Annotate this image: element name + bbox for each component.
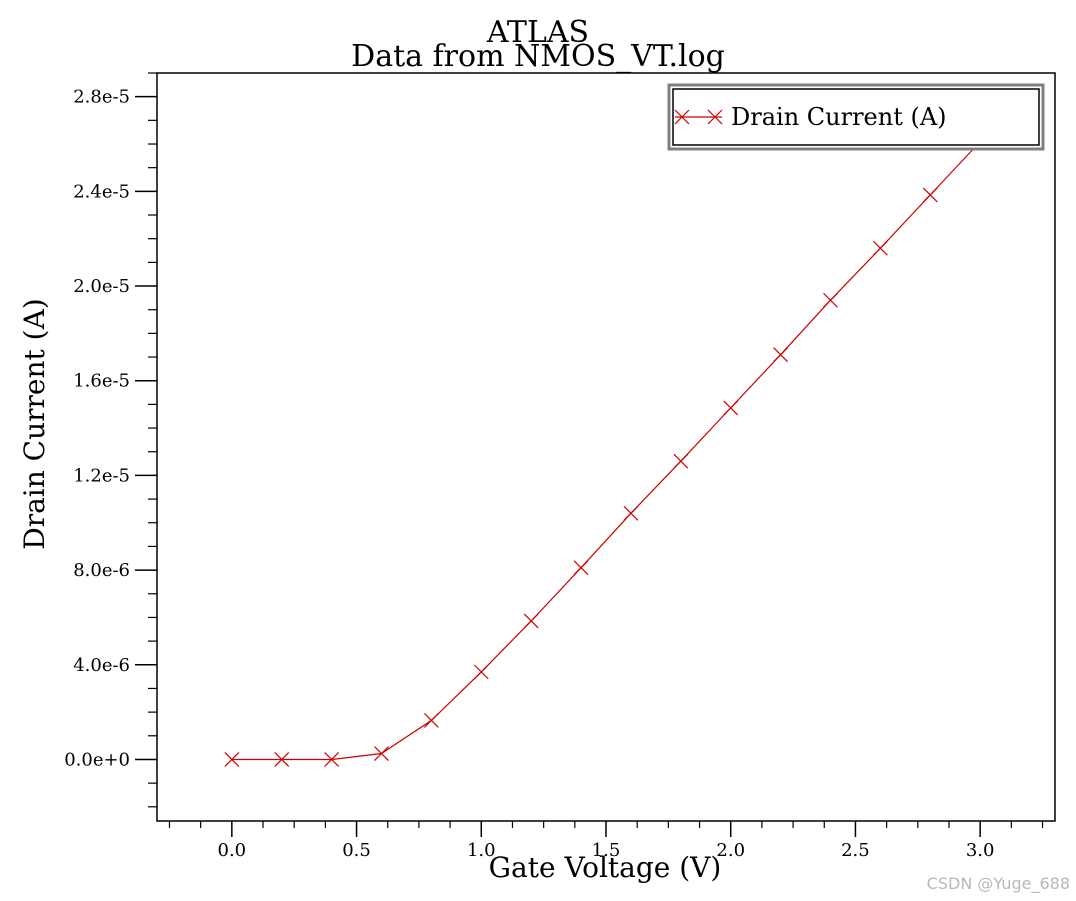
y-tick-label: 8.0e-6 — [73, 560, 130, 581]
data-point-marker — [623, 505, 639, 521]
y-tick-label: 1.6e-5 — [73, 371, 130, 392]
y-tick-label: 2.8e-5 — [73, 87, 130, 108]
y-tick-label: 4.0e-6 — [73, 655, 130, 676]
data-point-marker — [573, 560, 589, 576]
y-axis: 0.0e+0 4.0e-6 8.0e-6 1.2e-5 1.6e-5 2.0e-5 2.4e… — [64, 72, 157, 808]
data-point-marker — [324, 752, 340, 767]
data-point-marker — [473, 664, 489, 680]
data-point-marker — [374, 746, 389, 761]
y-axis-label: Drain Current (A) — [18, 298, 51, 549]
chart-subtitle: Data from NMOS_VT.log — [351, 39, 725, 74]
data-point-marker — [423, 712, 439, 728]
data-point-marker — [224, 752, 240, 767]
data-point-marker — [274, 752, 290, 767]
y-tick-label: 0.0e+0 — [64, 749, 130, 770]
x-tick-label: 1.0 — [467, 840, 496, 861]
data-point-marker — [922, 187, 938, 203]
legend-marker-left — [674, 109, 690, 125]
y-tick-label: 2.4e-5 — [73, 181, 130, 202]
legend-label: Drain Current (A) — [731, 103, 947, 131]
y-tick-label: 2.0e-5 — [73, 276, 130, 297]
legend-marker-right — [707, 109, 723, 125]
x-tick-label: 2.5 — [841, 840, 870, 861]
data-point-marker — [823, 292, 838, 308]
series-layer — [224, 134, 988, 767]
legend-box-inner — [672, 88, 1040, 146]
series-line — [231, 141, 981, 761]
data-point-marker — [673, 453, 689, 469]
data-point-marker — [523, 613, 539, 629]
x-tick-label: 3.0 — [966, 840, 995, 861]
y-tick-label: 1.2e-5 — [73, 465, 130, 486]
x-tick-label: 1.5 — [592, 840, 621, 861]
plot-frame — [156, 72, 1056, 822]
legend-box-outer — [667, 83, 1045, 151]
data-point-marker — [773, 347, 789, 363]
legend: Drain Current (A) — [667, 83, 1045, 151]
x-axis: 0.0 0.5 1.0 1.5 2.0 2.5 3.0 — [168, 821, 1044, 861]
data-point-marker — [723, 400, 739, 416]
x-tick-label: 0.0 — [218, 840, 247, 861]
data-point-marker — [872, 240, 888, 256]
x-axis-label: Gate Voltage (V) — [489, 851, 722, 884]
watermark: CSDN @Yuge_688 — [926, 874, 1070, 893]
x-tick-label: 2.0 — [716, 840, 745, 861]
x-tick-label: 0.5 — [342, 840, 371, 861]
chart-title: ATLAS — [486, 15, 589, 50]
